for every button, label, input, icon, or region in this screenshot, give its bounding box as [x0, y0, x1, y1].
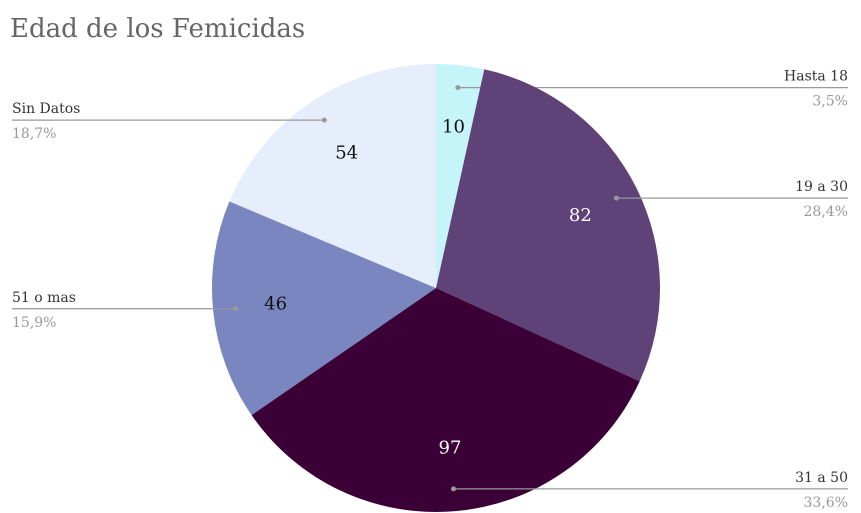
leader-dot [613, 195, 619, 201]
leader-dot [451, 486, 457, 492]
percentage-label: 33,6% [804, 495, 848, 511]
legend-label: 19 a 30 [795, 179, 848, 195]
chart-title: Edad de los Femicidas [10, 14, 305, 44]
slice-value-label: 54 [335, 143, 358, 164]
pie-slice [436, 69, 661, 382]
slice-value-label: 97 [439, 438, 462, 459]
legend-label: 51 o mas [12, 290, 76, 306]
slice-value-label: 10 [442, 117, 465, 138]
percentage-label: 3,5% [812, 94, 848, 110]
legend-label: 31 a 50 [795, 470, 848, 486]
leader-dot [321, 117, 327, 123]
percentage-label: 15,9% [12, 315, 56, 331]
pie-slice [251, 288, 640, 513]
pie-slice [211, 201, 436, 416]
percentage-label: 18,7% [12, 126, 56, 142]
slice-value-label: 82 [569, 205, 592, 226]
percentage-label: 28,4% [804, 204, 848, 220]
pie-slice [436, 64, 485, 288]
legend-label: Sin Datos [12, 101, 80, 117]
leader-dot [232, 306, 238, 312]
slice-value-label: 46 [264, 294, 287, 315]
legend-label: Hasta 18 [784, 69, 848, 85]
pie-slice [229, 64, 436, 288]
leader-dot [455, 85, 461, 91]
